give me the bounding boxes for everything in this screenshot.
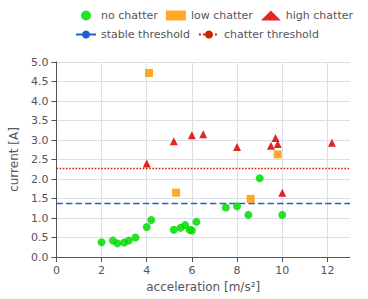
svg-text:0.0: 0.0 — [31, 251, 49, 264]
svg-text:12: 12 — [320, 264, 334, 277]
svg-text:no chatter: no chatter — [101, 9, 158, 22]
svg-text:chatter threshold: chatter threshold — [224, 28, 319, 41]
svg-text:0: 0 — [53, 264, 60, 277]
svg-text:stable threshold: stable threshold — [101, 28, 190, 41]
svg-text:acceleration [m/s²]: acceleration [m/s²] — [146, 280, 260, 294]
svg-text:6: 6 — [188, 264, 195, 277]
svg-text:5.0: 5.0 — [31, 56, 49, 69]
svg-text:4.5: 4.5 — [31, 75, 49, 88]
svg-text:4.0: 4.0 — [31, 95, 49, 108]
svg-text:4: 4 — [143, 264, 150, 277]
svg-text:1.0: 1.0 — [31, 212, 49, 225]
svg-text:2.0: 2.0 — [31, 173, 49, 186]
svg-text:high chatter: high chatter — [286, 9, 354, 22]
svg-text:2: 2 — [98, 264, 105, 277]
svg-text:1.5: 1.5 — [31, 192, 49, 205]
svg-text:8: 8 — [234, 264, 241, 277]
svg-text:current [A]: current [A] — [7, 127, 21, 192]
svg-text:3.5: 3.5 — [31, 114, 49, 127]
svg-text:3.0: 3.0 — [31, 134, 49, 147]
svg-text:2.5: 2.5 — [31, 153, 49, 166]
svg-text:0.5: 0.5 — [31, 231, 49, 244]
svg-text:10: 10 — [275, 264, 289, 277]
svg-text:low chatter: low chatter — [191, 9, 253, 22]
